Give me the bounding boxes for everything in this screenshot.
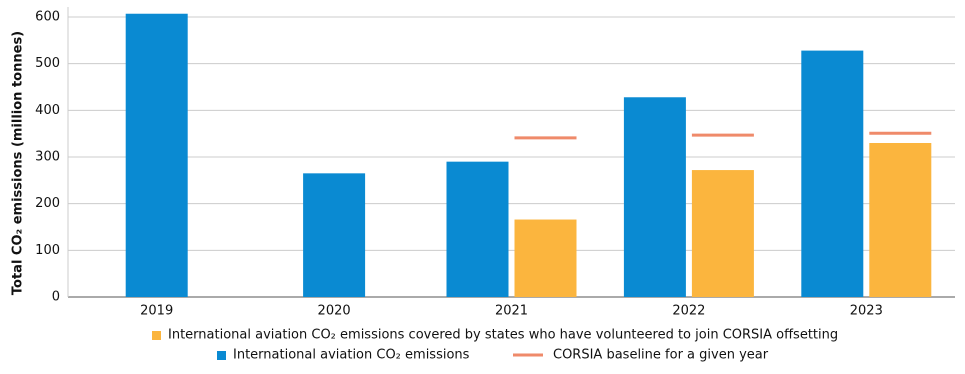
bar — [869, 143, 932, 297]
y-tick-label: 100 — [35, 243, 60, 258]
y-tick-label: 0 — [52, 290, 60, 305]
x-tick-label: 2022 — [672, 304, 705, 319]
bar — [801, 50, 864, 297]
y-tick-label: 200 — [35, 196, 60, 211]
bar — [514, 219, 577, 297]
bar — [303, 173, 366, 297]
y-axis-title: Total CO₂ emissions (million tonnes) — [11, 31, 26, 295]
x-tick-label: 2021 — [495, 304, 528, 319]
x-tick-label: 2023 — [850, 304, 883, 319]
x-tick-label: 2020 — [318, 304, 351, 319]
legend-swatch — [217, 351, 226, 360]
bar — [691, 170, 754, 297]
legend-swatch — [152, 331, 161, 340]
y-tick-label: 300 — [35, 150, 60, 165]
x-tick-label: 2019 — [140, 304, 173, 319]
legend-label: International aviation CO₂ emissions cov… — [168, 328, 838, 343]
legend-label: CORSIA baseline for a given year — [553, 348, 769, 363]
y-tick-label: 500 — [35, 56, 60, 71]
bar — [446, 161, 509, 297]
y-tick-label: 400 — [35, 103, 60, 118]
bar — [125, 13, 188, 297]
legend-label: International aviation CO₂ emissions — [233, 348, 470, 363]
bar — [623, 97, 686, 298]
y-tick-label: 600 — [35, 10, 60, 25]
